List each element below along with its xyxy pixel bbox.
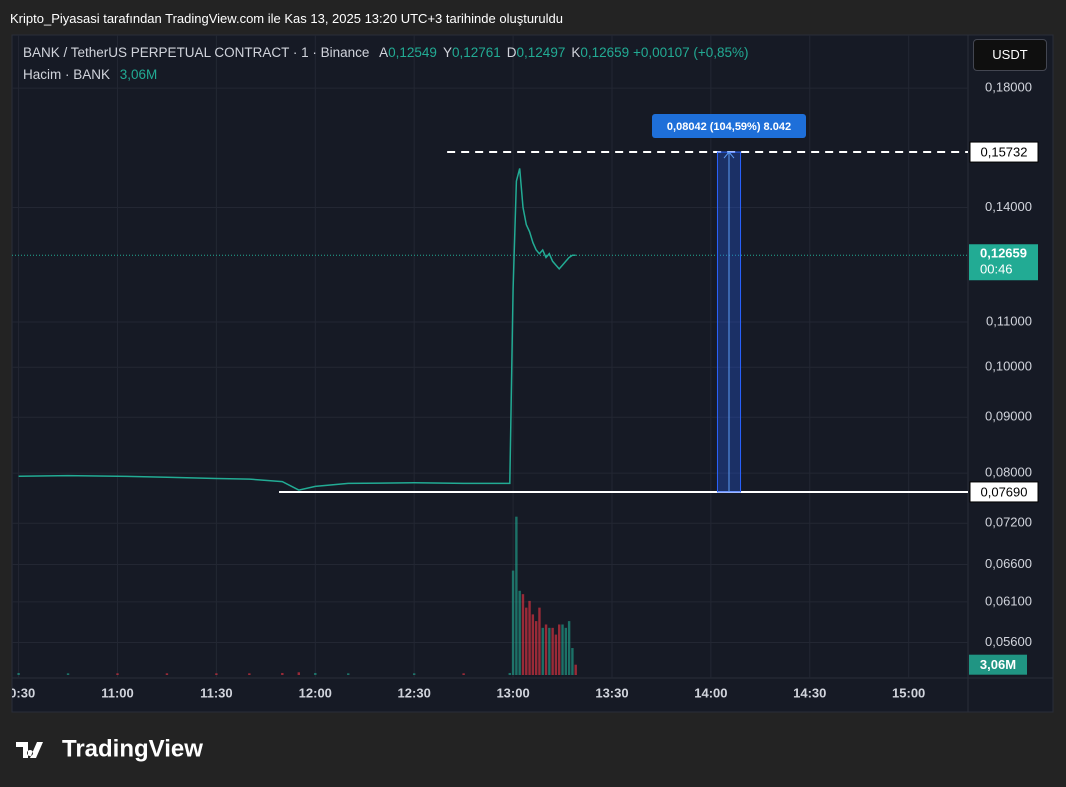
last-price-label: 0,12659 [980,246,1027,261]
countdown: 00:46 [980,262,1013,277]
volume-last-box [969,654,1027,675]
volume-bar [116,673,119,675]
volume-bar [544,624,548,675]
volume-bar [412,673,416,675]
x-tick-label: 14:30 [793,685,826,700]
y-tick-label: 0,08000 [985,465,1032,480]
volume-bar [574,664,577,675]
ohlc-value: 0,12549 [388,45,437,60]
volume-bar [297,672,300,675]
volume-bar [215,673,218,675]
volume-bar [66,673,70,675]
logo-icon [16,742,43,758]
volume-bar [564,627,568,675]
ohlc-key: A [379,45,389,60]
chart-panel [11,34,1054,713]
y-tick-label: 0,10000 [985,359,1032,374]
volume-last-axis-label: 3,06M [980,657,1016,672]
volume-bar [534,621,538,675]
y-tick-label: 0,07200 [985,515,1032,530]
volume-bar [521,594,525,675]
volume-bar [281,672,284,675]
last-price-box [969,244,1038,281]
volume-bar [558,624,561,675]
x-tick-label: 13:00 [496,685,529,700]
y-tick-label: 0,05600 [985,634,1032,649]
brand: TradingView [62,735,203,762]
ohlc-key: D [506,45,517,60]
volume-bar [538,607,541,675]
volume-header: Hacim · BANK 3,06M [23,67,157,82]
x-tick-label: 14:00 [694,685,727,700]
volume-bar [528,600,531,675]
x-tick-label: 10:30 [2,685,35,700]
x-tick-label: 12:30 [398,685,431,700]
ohlc-value: 0,12761 [451,45,501,60]
volume-bar [567,621,571,675]
volume-bar [462,673,465,675]
volume-bar [248,673,251,675]
volume-bar [541,627,544,675]
volume-bar [531,614,535,675]
currency-button[interactable]: USDT [973,39,1047,71]
change: +0,00107 (+0,85%) [632,45,749,60]
price-label: 0,07690 [981,484,1028,499]
ohlc-value: 0,12659 [580,45,630,60]
volume-bar [17,672,20,675]
symbol-title: BANK / TetherUS PERPETUAL CONTRACT · 1 ·… [23,45,370,60]
volume-bar [561,624,564,675]
x-tick-label: 11:30 [200,685,233,700]
y-tick-label: 0,18000 [985,80,1032,95]
volume-title: Hacim · BANK [23,67,111,82]
volume-bar [525,607,528,675]
ohlc-value: 0,12497 [516,45,566,60]
volume-bar [165,673,169,675]
volume-bar [347,673,350,675]
volume-bar [548,627,551,675]
y-tick-label: 0,14000 [985,199,1032,214]
volume-bar [314,672,317,675]
price-line [18,168,576,491]
caption: Kripto_Piyasasi tarafından TradingView.c… [10,11,563,26]
measure-arrow [723,151,735,492]
x-tick-label: 13:30 [595,685,628,700]
price-label-box [969,141,1039,163]
volume-bar [515,516,518,675]
symbol-header: BANK / TetherUS PERPETUAL CONTRACT · 1 ·… [23,45,749,60]
y-tick-label: 0,09000 [985,409,1032,424]
measure-label: 0,08042 (104,59%) 8.042 [667,121,791,133]
price-label: 0,15732 [981,144,1028,159]
volume-bar [551,627,554,675]
measure-label-box [652,114,806,139]
y-tick-label: 0,06100 [985,593,1032,608]
price-label-box [969,481,1039,503]
volume-bar [511,570,515,675]
tradingview-logo: TradingView [16,735,203,762]
ohlc: A0,12549 Y0,12761 D0,12497 K0,12659 [373,45,629,60]
y-tick-label: 0,11000 [986,313,1032,328]
ohlc-key: Y [442,45,452,60]
volume-bar [518,590,521,675]
y-tick-label: 0,06600 [985,556,1032,571]
volume-bar [571,648,574,675]
volume-last: 3,06M [119,67,158,82]
volume-bar [508,672,511,675]
x-tick-label: 11:00 [101,685,134,700]
ohlc-key: K [571,45,581,60]
x-tick-label: 15:00 [892,685,925,700]
volume-bar [554,634,558,675]
x-tick-label: 12:00 [299,685,332,700]
